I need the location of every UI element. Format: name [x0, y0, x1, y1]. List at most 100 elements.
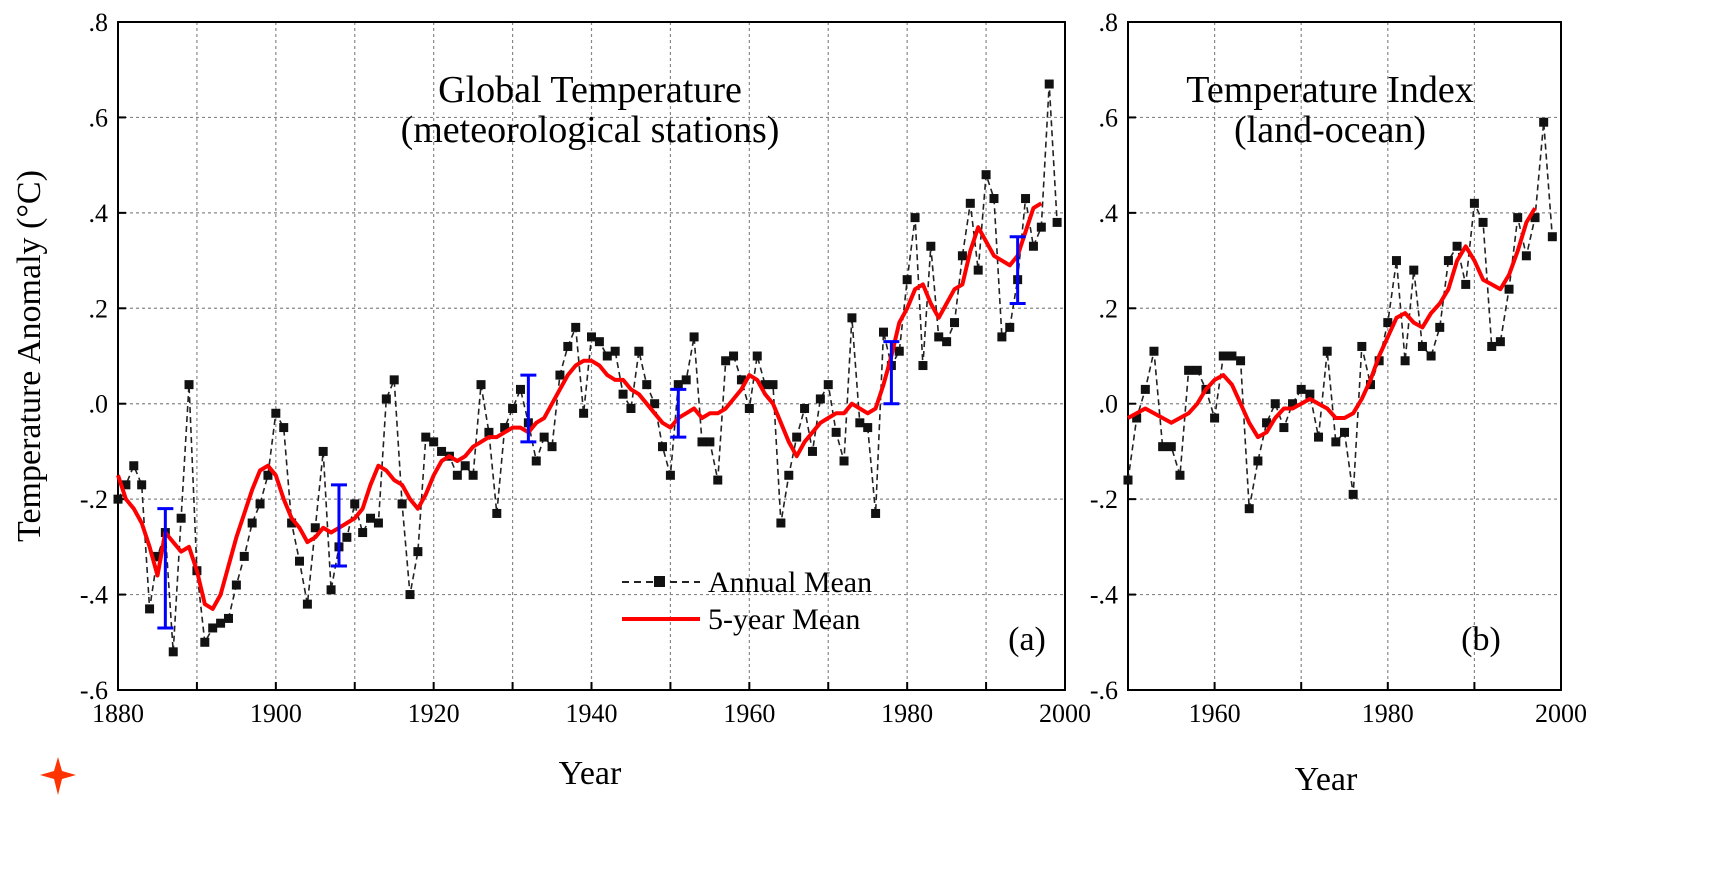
data-point-annual-mean [871, 508, 881, 518]
data-point-annual-mean [1340, 427, 1349, 437]
panel-a-global-temperature: .8 .6 .4 .2 .0 -.2 -.4 -.6 1880 1900 1920 1940 1960… [11, 8, 1091, 792]
data-point-annual-mean [1036, 222, 1046, 232]
data-point-annual-mean [1262, 418, 1272, 428]
data-point-annual-mean [279, 423, 289, 433]
data-point-annual-mean [129, 461, 139, 471]
data-point-annual-mean [965, 198, 975, 208]
data-point-annual-mean [705, 437, 715, 447]
data-point-annual-mean [515, 384, 525, 394]
data-point-annual-mean [823, 380, 833, 390]
data-point-annual-mean [973, 265, 983, 275]
panel-b-temperature-index: .8 .6 .4 .2 .0 -.2 -.4 -.6 1960 1980 2000 Tempera… [1090, 8, 1587, 798]
data-point-annual-mean [216, 618, 226, 628]
data-point-annual-mean [878, 327, 888, 337]
panel-b-label: (b) [1461, 621, 1501, 658]
legend-five-year-label: 5-year Mean [708, 603, 860, 636]
data-point-annual-mean [555, 370, 565, 380]
data-point-annual-mean [839, 456, 849, 466]
data-point-annual-mean [358, 528, 368, 538]
data-point-annual-mean [326, 585, 336, 595]
panel-a-five-year-mean-series [116, 201, 1043, 611]
x-tick-label: 1940 [566, 699, 618, 728]
data-point-annual-mean [610, 346, 620, 356]
panel-a-annual-mean-series [113, 79, 1062, 657]
data-point-annual-mean [989, 194, 999, 204]
data-point-annual-mean [1495, 337, 1505, 347]
data-point-annual-mean [1123, 475, 1133, 485]
data-point-annual-mean [1435, 322, 1445, 332]
data-point-annual-mean [1184, 365, 1194, 375]
data-point-annual-mean [571, 322, 581, 332]
y-tick-label: -.2 [80, 485, 108, 514]
data-point-annual-mean [1521, 251, 1531, 261]
data-point-annual-mean [184, 380, 194, 390]
x-tick-label: 1960 [723, 699, 775, 728]
data-point-annual-mean [736, 375, 746, 385]
data-point-annual-mean [437, 446, 447, 456]
data-point-annual-mean [508, 403, 518, 413]
data-point-annual-mean [1383, 318, 1393, 328]
data-point-annual-mean [389, 375, 399, 385]
data-point-annual-mean [894, 346, 904, 356]
y-tick-label: .2 [1099, 294, 1119, 323]
data-point-annual-mean [1192, 365, 1202, 375]
data-point-annual-mean [310, 523, 320, 533]
y-tick-label: -.4 [80, 581, 108, 610]
data-point-annual-mean [223, 613, 233, 623]
data-point-annual-mean [492, 508, 502, 518]
data-point-annual-mean [957, 251, 967, 261]
panel-a-subtitle: (meteorological stations) [401, 109, 780, 151]
series-line-annual-mean [1127, 122, 1554, 509]
data-point-annual-mean [1547, 232, 1557, 242]
data-point-annual-mean [429, 437, 439, 447]
data-point-annual-mean [1244, 504, 1254, 514]
data-point-annual-mean [1236, 356, 1246, 366]
data-point-annual-mean [1469, 198, 1479, 208]
y-tick-label: .8 [89, 8, 109, 37]
data-point-annual-mean [137, 480, 147, 490]
data-point-annual-mean [1400, 356, 1410, 366]
data-point-annual-mean [855, 418, 865, 428]
data-point-annual-mean [547, 442, 557, 452]
data-point-annual-mean [760, 380, 770, 390]
data-point-annual-mean [255, 499, 265, 509]
data-point-annual-mean [366, 513, 376, 523]
data-point-annual-mean [1305, 389, 1315, 399]
data-point-annual-mean [902, 275, 912, 285]
legend-annual-label: Annual Mean [708, 566, 872, 599]
data-point-annual-mean [950, 318, 960, 328]
data-point-annual-mean [1487, 341, 1497, 351]
data-point-annual-mean [1539, 117, 1549, 127]
data-point-annual-mean [113, 494, 123, 504]
data-point-annual-mean [145, 604, 155, 614]
data-point-annual-mean [1253, 456, 1263, 466]
data-point-annual-mean [815, 394, 825, 404]
panel-a-y-ticks: .8 .6 .4 .2 .0 -.2 -.4 -.6 [80, 8, 126, 705]
panel-b-title: Temperature Index [1186, 69, 1473, 111]
data-point-annual-mean [176, 513, 186, 523]
data-point-annual-mean [926, 241, 936, 251]
data-point-annual-mean [1504, 284, 1514, 294]
data-point-annual-mean [587, 332, 596, 342]
data-point-annual-mean [168, 647, 178, 657]
data-point-annual-mean [1175, 470, 1185, 480]
data-point-annual-mean [1227, 351, 1237, 361]
data-point-annual-mean [1391, 256, 1401, 266]
data-point-annual-mean [263, 470, 273, 480]
x-tick-label: 1920 [408, 699, 460, 728]
cross-logo-icon [40, 757, 76, 795]
data-point-annual-mean [981, 170, 991, 180]
data-point-annual-mean [342, 532, 352, 542]
data-point-annual-mean [1132, 413, 1142, 423]
panel-b-x-axis-label: Year [1295, 761, 1358, 798]
y-tick-label: .0 [1099, 390, 1119, 419]
y-axis-label: Temperature Anomaly (°C) [11, 170, 48, 542]
panel-b-y-ticks: .8 .6 .4 .2 .0 -.2 -.4 -.6 [1090, 8, 1136, 705]
data-point-annual-mean [563, 341, 573, 351]
data-point-annual-mean [1357, 341, 1367, 351]
data-point-annual-mean [697, 437, 707, 447]
data-point-annual-mean [1331, 437, 1341, 447]
legend-annual-marker [654, 576, 665, 587]
panel-a-label: (a) [1008, 621, 1046, 658]
panel-b-grid [1128, 22, 1561, 690]
